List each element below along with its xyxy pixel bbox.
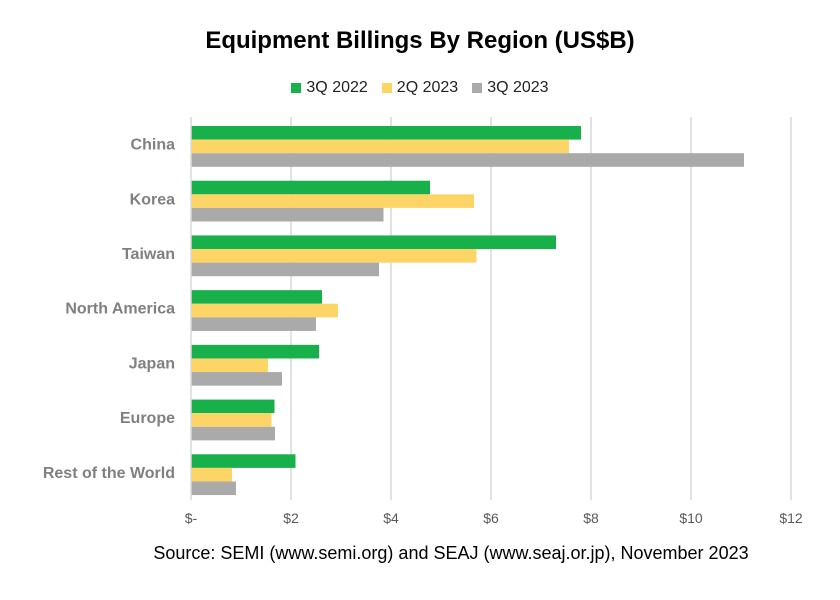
bar-3q-2023 — [191, 153, 744, 167]
bar-3q-2023 — [191, 262, 379, 277]
x-tick-label: $2 — [283, 510, 299, 526]
bar-3q-2023 — [191, 481, 236, 496]
bar-3q-2023 — [191, 207, 384, 222]
bar-3q-2022 — [191, 290, 322, 304]
bar-3q-2022 — [191, 180, 430, 195]
x-tick-label: $8 — [583, 510, 599, 526]
category-label: Korea — [130, 191, 175, 208]
bar-2q-2023 — [191, 467, 232, 482]
bar-2q-2023 — [191, 139, 569, 154]
bar-2q-2023 — [191, 413, 272, 427]
category-label: Taiwan — [122, 246, 175, 263]
category-label: Rest of the World — [43, 465, 175, 482]
bar-3q-2022 — [191, 235, 556, 250]
x-tick-label: $10 — [679, 510, 703, 526]
legend-item-2q-2023: 2Q 2023 — [381, 79, 459, 97]
legend-label-3q-2022: 3Q 2022 — [306, 79, 368, 96]
legend: 3Q 2022 2Q 2023 3Q 2023 — [0, 79, 840, 97]
bar-3q-2022 — [191, 344, 319, 359]
bar-3q-2022 — [191, 399, 275, 414]
chart-title: Equipment Billings By Region (US$B) — [205, 27, 635, 54]
bar-3q-2022 — [191, 454, 296, 468]
bar-3q-2023 — [191, 317, 316, 331]
legend-item-3q-2022: 3Q 2022 — [291, 79, 368, 97]
x-tick-label: $- — [185, 510, 198, 526]
category-label: North America — [65, 301, 175, 318]
source-note: Source: SEMI (www.semi.org) and SEAJ (ww… — [153, 543, 749, 563]
bar-2q-2023 — [191, 194, 474, 208]
x-tick-label: $4 — [383, 510, 399, 526]
legend-item-3q-2023: 3Q 2023 — [472, 79, 549, 97]
bar-3q-2023 — [191, 372, 282, 386]
category-label: Europe — [120, 410, 175, 427]
legend-swatch-2q-2023 — [381, 83, 392, 93]
category-label: China — [131, 137, 176, 154]
bar-2q-2023 — [191, 249, 477, 263]
bar-3q-2022 — [191, 126, 581, 140]
category-label: Japan — [129, 355, 175, 372]
bar-2q-2023 — [191, 358, 268, 373]
bar-2q-2023 — [191, 303, 338, 318]
x-tick-label: $6 — [483, 510, 499, 526]
bar-3q-2023 — [191, 426, 275, 441]
legend-swatch-3q-2023 — [472, 83, 483, 93]
legend-label-2q-2023: 2Q 2023 — [396, 79, 459, 96]
legend-label-3q-2023: 3Q 2023 — [487, 79, 549, 96]
legend-swatch-3q-2022 — [291, 83, 302, 93]
x-tick-label: $12 — [779, 510, 803, 526]
